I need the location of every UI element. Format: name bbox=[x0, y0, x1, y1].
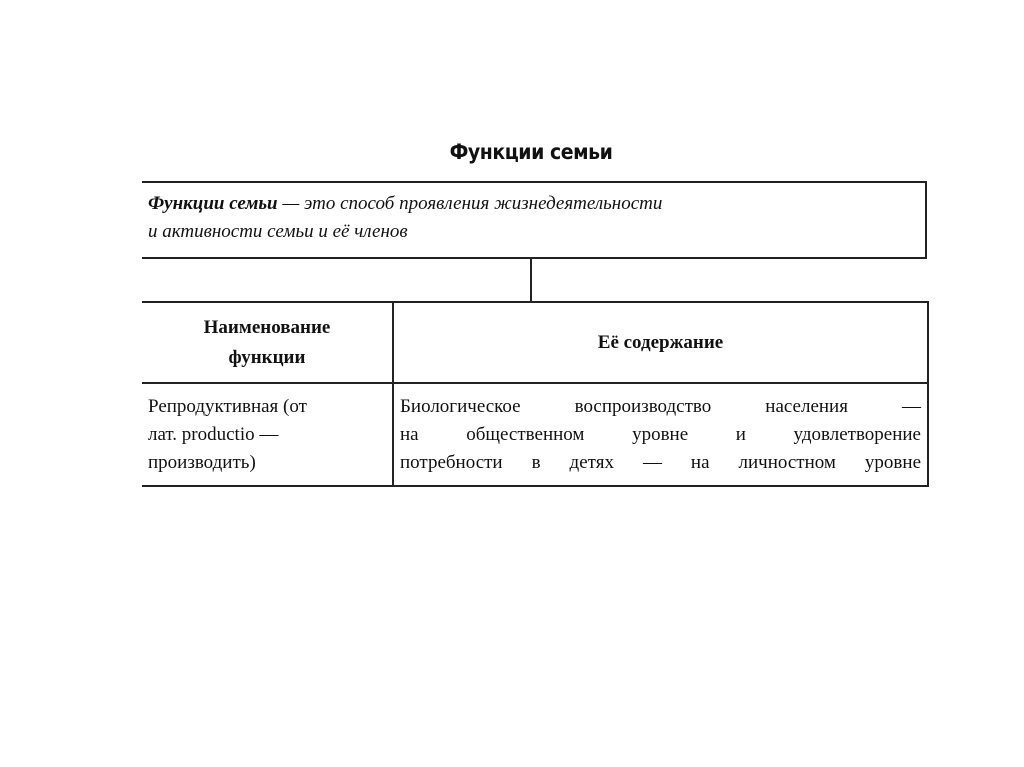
table-header-row: Наименование функции Её содержание bbox=[142, 301, 929, 384]
cell-line: производить) bbox=[148, 451, 256, 473]
cell-line: на общественном уровне и удовлетворение bbox=[400, 423, 921, 445]
definition-term: Функции семьи bbox=[148, 193, 278, 214]
connector-line bbox=[530, 259, 532, 302]
definition-box: Функции семьи — это способ проявления жи… bbox=[142, 181, 927, 259]
header-line: Наименование bbox=[203, 316, 331, 338]
cell-line: Репродуктивная (от bbox=[148, 395, 307, 417]
definition-line-1: Функции семьи — это способ проявления жи… bbox=[148, 193, 662, 215]
functions-table: Наименование функции Её содержание Репрод… bbox=[142, 301, 929, 487]
header-function-name: Наименование функции bbox=[142, 301, 394, 384]
cell-content: Биологическое воспроизводство населения … bbox=[392, 382, 929, 487]
page-title: Функции семьи bbox=[449, 140, 613, 164]
header-line: функции bbox=[228, 346, 306, 368]
cell-line: потребности в детях — на личностном уров… bbox=[400, 451, 921, 473]
cell-line: лат. productio — bbox=[148, 423, 279, 445]
definition-text: — это способ проявления жизнедеятельност… bbox=[277, 193, 663, 214]
header-content: Её содержание bbox=[392, 301, 929, 384]
cell-line: Биологическое воспроизводство населения … bbox=[400, 395, 921, 417]
cell-function-name: Репродуктивная (от лат. productio — прои… bbox=[142, 382, 394, 487]
table-row: Репродуктивная (от лат. productio — прои… bbox=[142, 382, 929, 487]
definition-line-2: и активности семьи и её членов bbox=[148, 221, 408, 242]
